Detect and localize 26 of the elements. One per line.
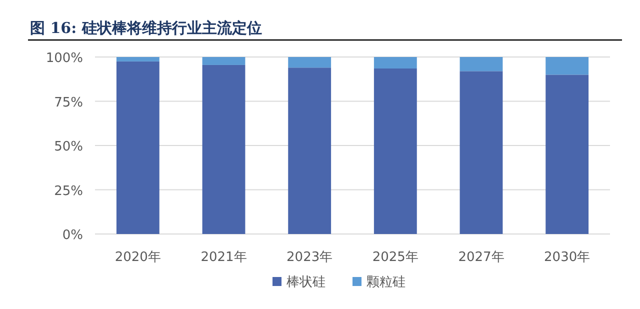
bar [460, 71, 503, 234]
legend-label: 棒状硅 [286, 275, 326, 290]
x-tick-label: 2025年 [372, 250, 418, 265]
x-tick-label: 2030年 [544, 250, 590, 265]
x-tick-label: 2027年 [458, 250, 504, 265]
bar [546, 57, 589, 75]
bar [202, 57, 246, 65]
bar [546, 74, 589, 234]
bar [288, 57, 332, 68]
bar [202, 64, 246, 234]
bar [374, 57, 417, 69]
legend-label: 颗粒硅 [366, 275, 406, 290]
title: 图 16: 硅状棒将维持行业主流定位 [30, 19, 262, 37]
y-tick-label: 25% [54, 184, 83, 199]
y-tick-label: 75% [54, 95, 83, 110]
x-tick-label: 2020年 [114, 250, 161, 265]
y-tick-label: 100% [46, 51, 83, 66]
x-tick-label: 2021年 [200, 250, 247, 265]
y-tick-label: 0% [62, 228, 83, 243]
bar [116, 57, 160, 62]
bar [374, 68, 417, 234]
x-tick-label: 2023年 [286, 250, 333, 265]
bar [116, 61, 160, 234]
bar [288, 68, 332, 234]
bar [460, 57, 503, 72]
y-tick-label: 50% [54, 140, 83, 154]
